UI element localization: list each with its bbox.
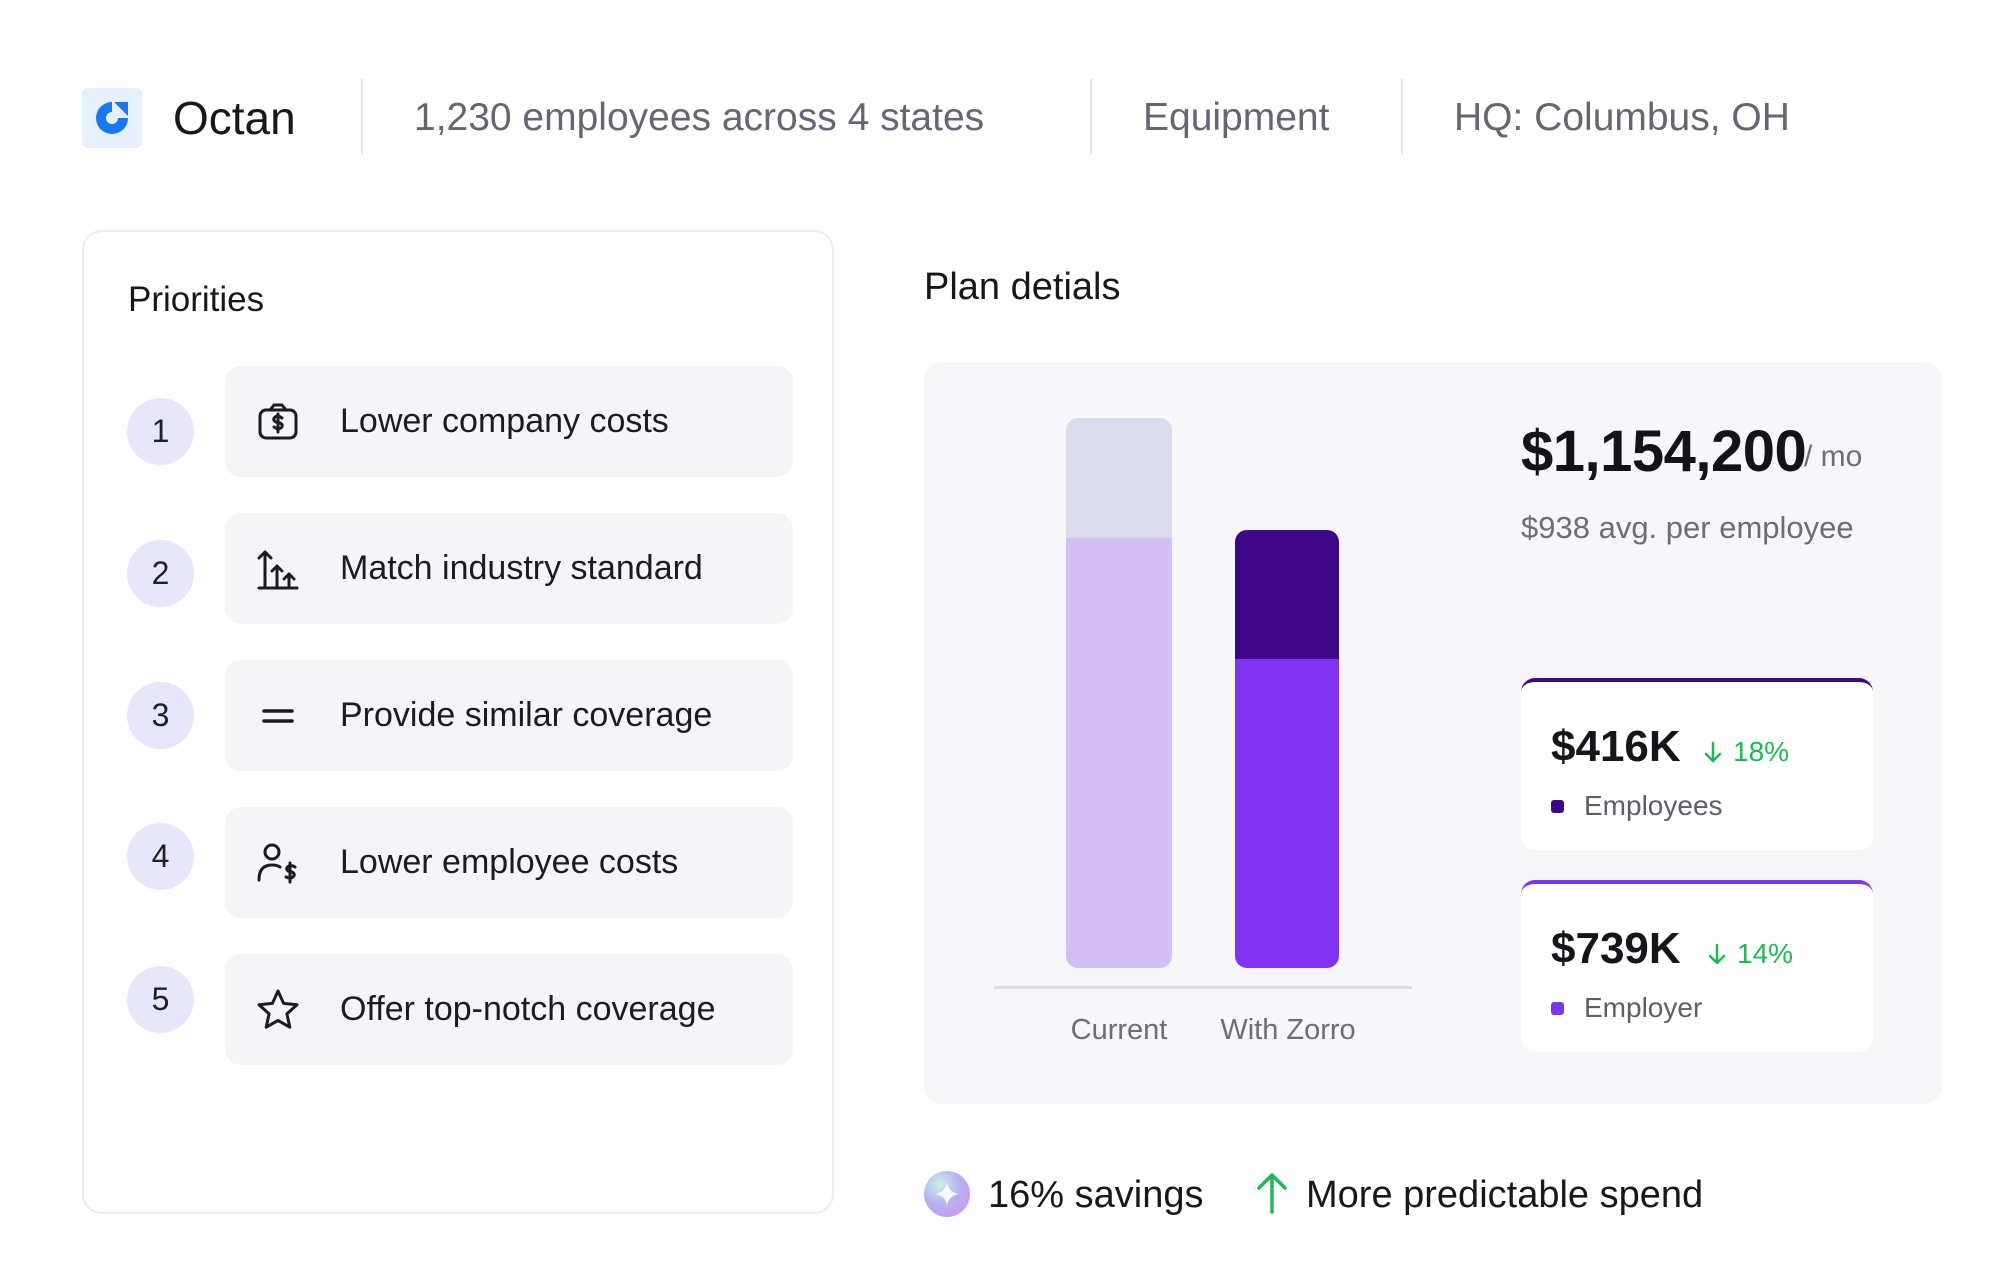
bar-label-with-zorro: With Zorro xyxy=(1220,1014,1356,1046)
headquarters: HQ: Columbus, OH xyxy=(1454,96,1790,139)
header-divider xyxy=(1401,79,1403,154)
header-divider xyxy=(361,79,363,154)
employer-cost-card: $739K 14% Employer xyxy=(1521,880,1873,1052)
money-bag-icon xyxy=(254,398,302,446)
priority-rank: 4 xyxy=(127,823,194,890)
employees-cost-delta-value: 18% xyxy=(1733,736,1790,767)
priority-item-lower-employee-costs[interactable]: Lower employee costs xyxy=(225,807,793,918)
priority-item-match-industry-standard[interactable]: Match industry standard xyxy=(225,513,793,624)
priority-label: Offer top-notch coverage xyxy=(340,990,716,1028)
octan-logo-icon xyxy=(96,102,128,134)
employer-legend-swatch xyxy=(1551,1001,1564,1015)
arrow-down-icon xyxy=(1704,741,1722,763)
arrow-up-icon xyxy=(1254,1170,1290,1221)
employer-legend-label: Employer xyxy=(1584,992,1703,1023)
star-icon xyxy=(254,986,302,1034)
bar-chart-up-icon xyxy=(254,545,302,593)
avg-per-employee: $938 avg. per employee xyxy=(1521,510,1854,545)
employer-cost-delta: 14% xyxy=(1707,938,1793,970)
total-monthly-cost: $1,154,200 xyxy=(1521,419,1807,484)
bar-current-segment-1 xyxy=(1066,538,1172,968)
bar-label-current: Current xyxy=(1070,1014,1168,1046)
priority-label: Provide similar coverage xyxy=(340,696,713,734)
priority-item-offer-top-notch-coverage[interactable]: Offer top-notch coverage xyxy=(225,954,793,1065)
employee-count: 1,230 employees across 4 states xyxy=(414,96,985,139)
priority-rank: 3 xyxy=(127,682,194,749)
plan-details-title: Plan detials xyxy=(924,266,1121,308)
priorities-title: Priorities xyxy=(128,280,265,319)
priority-label: Match industry standard xyxy=(340,549,703,587)
employees-cost-card: $416K 18% Employees xyxy=(1521,678,1873,850)
bar-with-zorro-segment-2 xyxy=(1235,529,1339,659)
priority-rank: 5 xyxy=(127,966,194,1033)
priority-item-lower-company-costs[interactable]: Lower company costs xyxy=(225,366,793,477)
bar-current-segment-2 xyxy=(1066,418,1172,539)
company-name: Octan xyxy=(173,92,296,144)
employees-cost-delta: 18% xyxy=(1703,736,1789,768)
savings-highlight: 16% savings xyxy=(988,1174,1204,1216)
sparkle-icon xyxy=(924,1171,970,1217)
predictable-spend-highlight: More predictable spend xyxy=(1306,1174,1704,1216)
priority-label: Lower company costs xyxy=(340,402,669,440)
priority-item-provide-similar-coverage[interactable]: Provide similar coverage xyxy=(225,660,793,771)
total-cost-unit: / mo xyxy=(1804,440,1863,473)
employer-cost-amount: $739K xyxy=(1551,924,1681,973)
bar-with-zorro-segment-1 xyxy=(1235,658,1339,968)
user-dollar-icon xyxy=(254,839,302,887)
company-logo xyxy=(82,88,142,148)
priority-rank: 2 xyxy=(127,540,194,607)
employer-cost-delta-value: 14% xyxy=(1737,938,1794,969)
header-divider xyxy=(1090,79,1092,154)
employees-legend-swatch xyxy=(1551,799,1564,813)
employees-legend: Employees xyxy=(1551,790,1723,822)
equals-icon xyxy=(254,692,302,740)
chart-baseline xyxy=(994,986,1412,989)
employees-cost-amount: $416K xyxy=(1551,722,1681,771)
employer-legend: Employer xyxy=(1551,992,1702,1024)
industry: Equipment xyxy=(1143,96,1330,139)
arrow-down-icon xyxy=(1708,943,1726,965)
priority-rank: 1 xyxy=(127,398,194,465)
employees-legend-label: Employees xyxy=(1584,790,1723,821)
priority-label: Lower employee costs xyxy=(340,843,679,881)
